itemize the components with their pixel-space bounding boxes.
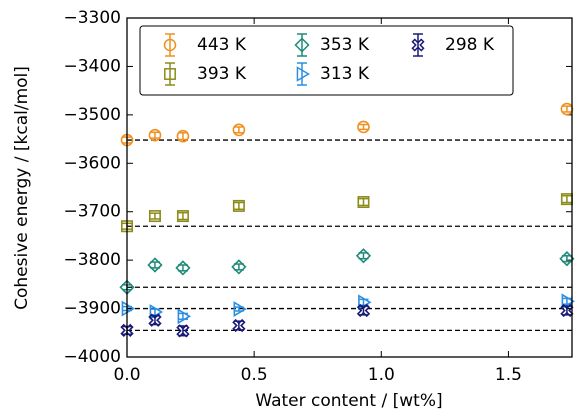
marker [357,120,370,134]
marker [148,128,162,142]
legend-symbol [411,38,425,52]
legend-marker [296,62,310,86]
marker [561,293,575,310]
marker [233,301,247,317]
marker [356,303,371,318]
marker [148,313,162,327]
legend-marker [164,62,176,86]
marker [147,257,163,273]
y-tick-label: −3800 [63,250,121,270]
x-tick-label: 0.5 [241,365,268,385]
error-bar [358,197,369,207]
legend-symbol [164,68,176,80]
marker [232,318,246,333]
marker [176,324,190,338]
y-tick-label: −3500 [63,105,121,125]
marker [148,210,161,223]
error-bar [177,132,188,141]
legend-box [139,25,514,96]
legend-marker [163,33,177,57]
y-tick-label: −3400 [63,56,121,76]
y-tick-label: −4000 [63,347,121,367]
marker [175,260,191,276]
error-bar [149,212,160,220]
marker [357,196,370,209]
legend-label: 353 K [320,35,370,55]
legend-marker [294,33,310,57]
error-bar [233,201,244,211]
legend-symbol [163,38,177,52]
marker [559,251,575,267]
x-tick-label: 1.5 [495,365,522,385]
legend-label: 313 K [320,64,370,84]
error-bar [561,105,572,113]
error-bar [149,131,160,139]
error-bar [177,211,188,221]
plot-frame [126,17,573,358]
marker [177,308,192,325]
marker [176,129,190,143]
marker [232,123,246,137]
error-bar [561,194,572,204]
y-axis-label: Cohesive energy / [kcal/mol] [12,66,32,310]
legend-marker [411,33,425,57]
y-tick-label: −3700 [63,202,121,222]
legend-label: 393 K [197,64,247,84]
x-axis-label: Water content / [wt%] [255,391,442,411]
marker [176,210,189,223]
error-bar [358,123,369,131]
y-tick-label: −3600 [63,153,121,173]
error-bar [233,126,244,134]
legend-symbol [294,37,310,53]
y-tick-label: −3300 [63,8,121,28]
marker [232,199,245,212]
legend-label: 443 K [197,35,247,55]
legend-symbol [296,66,310,82]
marker [121,300,136,317]
marker [355,248,372,264]
x-tick-label: 0.0 [113,365,140,385]
x-tick-label: 1.0 [368,365,395,385]
legend-label: 298 K [445,35,495,55]
y-tick-label: −3900 [63,299,121,319]
marker [231,259,247,275]
